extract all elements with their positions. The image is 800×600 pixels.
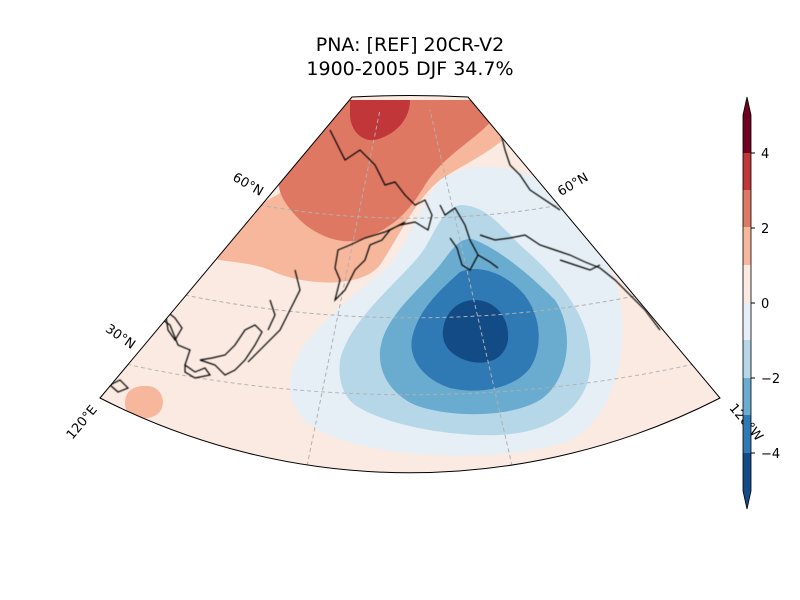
colorbar-seg-7 bbox=[743, 340, 751, 378]
colorbar-bottom-extend bbox=[743, 491, 751, 509]
colorbar-tick-label-0: 0 bbox=[761, 297, 769, 312]
colorbar-top-extend bbox=[743, 97, 751, 115]
colorbar: 4 2 0 −2 −4 bbox=[742, 96, 780, 510]
colorbar-seg-4 bbox=[743, 227, 751, 265]
contour-positive-3 bbox=[350, 100, 410, 141]
contour-negative-5 bbox=[442, 300, 509, 363]
map-title-line-1: PNA: [REF] 20CR-V2 bbox=[315, 34, 505, 56]
colorbar-seg-6 bbox=[743, 303, 751, 340]
colorbar-tick-label-neg4: −4 bbox=[761, 447, 780, 462]
lat-label-left-60: 60°N bbox=[230, 170, 266, 199]
colorbar-outline bbox=[742, 96, 752, 510]
lon-label-left: 120°E bbox=[64, 403, 101, 443]
contour-field bbox=[100, 95, 720, 492]
lat-label-left-30: 30°N bbox=[102, 322, 137, 353]
colorbar-seg-2 bbox=[743, 153, 751, 190]
colorbar-tick-label-neg2: −2 bbox=[761, 372, 780, 387]
colorbar-seg-1 bbox=[743, 115, 751, 153]
colorbar-tick-label-2: 2 bbox=[761, 222, 769, 237]
colorbar-ticks bbox=[751, 152, 755, 454]
contour-positive-japan bbox=[125, 385, 163, 419]
colorbar-tick-label-4: 4 bbox=[761, 147, 769, 162]
lat-label-right-60: 60°N bbox=[555, 170, 591, 199]
colorbar-seg-5 bbox=[743, 265, 751, 303]
contour-positive-2 bbox=[278, 100, 500, 242]
colorbar-seg-8 bbox=[743, 378, 751, 415]
hawaii-islands bbox=[519, 485, 542, 492]
graticule bbox=[100, 109, 720, 473]
colorbar-seg-3 bbox=[743, 190, 751, 227]
map-boundary bbox=[99, 95, 721, 474]
colorbar-seg-10 bbox=[743, 453, 751, 491]
map-title-line-2: 1900-2005 DJF 34.7% bbox=[306, 58, 514, 80]
colorbar-seg-9 bbox=[743, 415, 751, 453]
